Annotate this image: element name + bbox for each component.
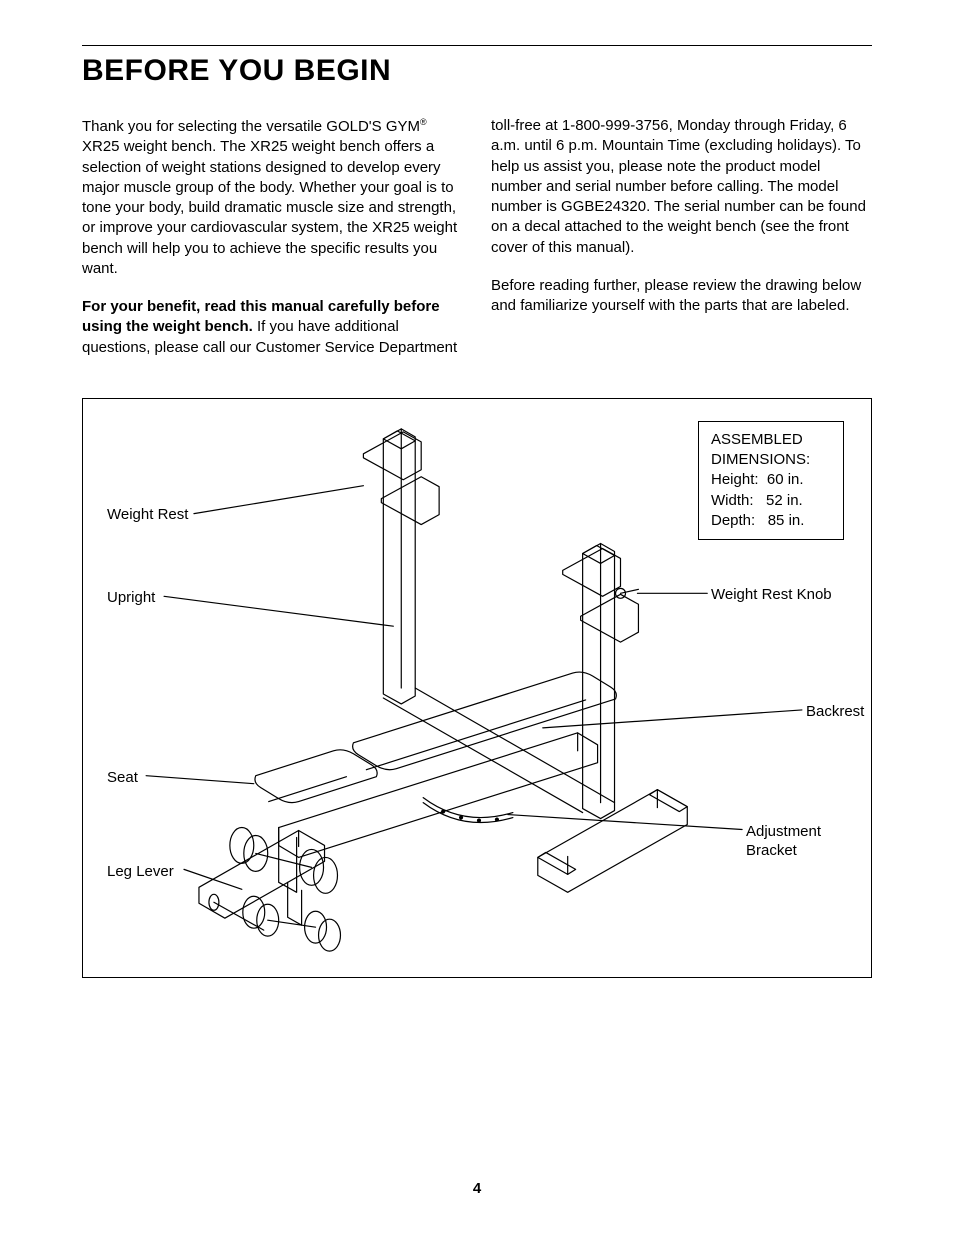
callout-adjustment-bracket: Adjustment Bracket <box>746 823 821 861</box>
contact-paragraph: toll-free at 1-800-999-3756, Monday thro… <box>491 116 872 258</box>
dim-depth: Depth: 85 in. <box>711 511 831 531</box>
page-title: BEFORE YOU BEGIN <box>82 54 872 88</box>
dim-height: Height: 60 in. <box>711 470 831 490</box>
top-rule <box>82 45 872 46</box>
column-right: toll-free at 1-800-999-3756, Monday thro… <box>491 116 872 376</box>
callout-leg-lever: Leg Lever <box>107 863 174 882</box>
intro-paragraph: Thank you for selecting the versatile GO… <box>82 116 463 279</box>
callout-weight-rest-knob: Weight Rest Knob <box>711 586 832 605</box>
benefit-paragraph: For your benefit, read this manual caref… <box>82 297 463 358</box>
callout-upright: Upright <box>107 589 155 608</box>
column-left: Thank you for selecting the versatile GO… <box>82 116 463 376</box>
callout-backrest: Backrest <box>806 703 864 722</box>
dimensions-heading: ASSEMBLED DIMENSIONS: <box>711 430 831 471</box>
callout-seat: Seat <box>107 769 138 788</box>
intro-text-b: XR25 weight bench. The XR25 weight bench… <box>82 138 457 277</box>
callout-weight-rest: Weight Rest <box>107 506 188 525</box>
page-number: 4 <box>0 1180 954 1197</box>
body-columns: Thank you for selecting the versatile GO… <box>82 116 872 376</box>
diagram-figure: ASSEMBLED DIMENSIONS: Height: 60 in. Wid… <box>82 398 872 978</box>
dimensions-box: ASSEMBLED DIMENSIONS: Height: 60 in. Wid… <box>698 421 844 540</box>
intro-text-a: Thank you for selecting the versatile GO… <box>82 118 420 135</box>
dim-width: Width: 52 in. <box>711 491 831 511</box>
registered-mark: ® <box>420 117 427 127</box>
review-paragraph: Before reading further, please review th… <box>491 276 872 317</box>
